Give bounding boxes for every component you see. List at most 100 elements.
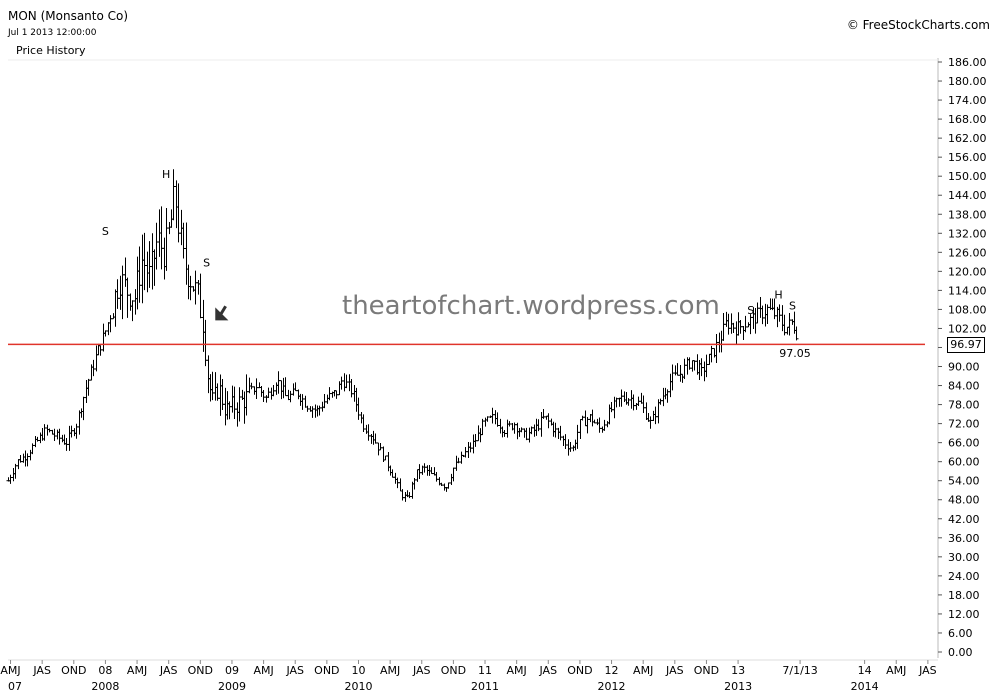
ohlc-bar <box>223 387 228 426</box>
ohlc-bar <box>388 465 393 476</box>
x-tick-label: 10 <box>351 664 365 677</box>
ohlc-bar <box>670 364 675 391</box>
y-tick-label: 180.00 <box>948 75 987 88</box>
ohlc-bar <box>451 467 456 482</box>
ohlc-bar <box>283 377 288 397</box>
chart-datetime: Jul 1 2013 12:00:00 <box>8 28 97 38</box>
ohlc-bar <box>607 404 612 425</box>
y-tick-label: 108.00 <box>948 303 987 316</box>
x-tick-label: AMJ <box>507 664 527 677</box>
ohlc-bar <box>101 323 106 352</box>
ohlc-bar <box>682 358 687 379</box>
ohlc-bar <box>631 394 636 411</box>
ohlc-bar <box>249 382 254 390</box>
x-tick-label: AMJ <box>633 664 653 677</box>
ohlc-bar <box>704 354 709 378</box>
ohlc-bar <box>111 313 116 320</box>
ohlc-bar <box>118 275 123 310</box>
ohlc-bar <box>515 422 520 440</box>
ohlc-bar <box>794 326 799 341</box>
y-tick-label: 6.00 <box>948 627 973 640</box>
x-tick-label: JAS <box>159 664 178 677</box>
chart-title: MON (Monsanto Co) <box>8 9 129 23</box>
y-tick-label: 78.00 <box>948 399 980 412</box>
ohlc-bar <box>254 378 259 400</box>
ohlc-bar <box>551 421 556 437</box>
ohlc-bar <box>427 464 432 476</box>
ohlc-bar <box>763 303 768 327</box>
ohlc-bar <box>432 467 437 476</box>
ohlc-bar <box>232 386 237 420</box>
watermark-text: theartofchart.wordpress.com <box>342 291 720 321</box>
ohlc-bar <box>356 397 361 420</box>
x-tick-label: AMJ <box>253 664 273 677</box>
annotation-label: S <box>102 225 109 238</box>
x-tick-label: AMJ <box>886 664 906 677</box>
ohlc-bar <box>303 395 308 408</box>
ohlc-bar <box>675 363 680 376</box>
ohlc-bar <box>668 373 673 398</box>
ohlc-bar <box>137 246 142 303</box>
ohlc-bar <box>133 289 138 315</box>
ohlc-bar <box>55 429 60 440</box>
ohlc-bar <box>313 404 318 418</box>
x-tick-label: 09 <box>225 664 239 677</box>
x-tick-label: OND <box>441 664 466 677</box>
ohlc-bar <box>371 430 376 445</box>
ohlc-bar <box>279 380 284 400</box>
ohlc-bar <box>317 405 322 416</box>
ohlc-bar <box>644 402 649 420</box>
ohlc-bar <box>140 234 145 304</box>
ohlc-bar <box>310 406 315 418</box>
y-tick-label: 132.00 <box>948 227 987 240</box>
ohlc-bar <box>369 433 374 444</box>
x-tick-label: 7/1/13 <box>782 664 817 677</box>
y-tick-label: 0.00 <box>948 646 973 659</box>
ohlc-bar <box>449 473 454 485</box>
y-tick-label: 84.00 <box>948 380 980 393</box>
ohlc-bar <box>400 489 405 501</box>
ohlc-bar <box>179 209 184 246</box>
ohlc-bar <box>69 425 74 438</box>
ohlc-bar <box>218 374 223 416</box>
y-tick-label: 174.00 <box>948 94 987 107</box>
ohlc-bar <box>108 315 113 333</box>
y-tick-label: 12.00 <box>948 608 980 621</box>
ohlc-bar <box>72 428 77 437</box>
ohlc-bar <box>575 424 580 449</box>
ohlc-bar <box>57 428 62 445</box>
ohlc-bar <box>286 389 291 401</box>
ohlc-bar <box>42 424 47 441</box>
ohlc-bar <box>580 415 585 421</box>
ohlc-bar <box>490 407 495 424</box>
panel-label: Price History <box>16 44 86 57</box>
ohlc-bar <box>673 365 678 376</box>
ohlc-bar <box>403 491 408 502</box>
ohlc-bar <box>493 410 498 425</box>
ohlc-bar <box>605 421 610 428</box>
y-tick-label: 36.00 <box>948 532 980 545</box>
annotation-label: S <box>203 257 210 270</box>
ohlc-bar <box>181 222 186 259</box>
ohlc-bar <box>422 463 427 473</box>
ohlc-bar <box>274 382 279 395</box>
ohlc-bar <box>583 410 588 427</box>
ohlc-bar <box>81 396 86 421</box>
y-axis: 0.00 6.00 12.00 18.00 24.00 30.00 36.00 42.00 48… <box>938 56 987 659</box>
ohlc-bar <box>393 472 398 484</box>
annotation-label: 97.05 <box>779 347 811 360</box>
ohlc-bar <box>252 386 257 395</box>
ohlc-bar <box>62 434 67 445</box>
ohlc-bar <box>135 256 140 310</box>
x-year-label: 2013 <box>724 680 752 693</box>
ohlc-bar <box>142 232 147 291</box>
ohlc-bar <box>539 411 544 437</box>
ohlc-bar <box>259 385 264 397</box>
ohlc-bar <box>344 374 349 389</box>
x-year-label: 2014 <box>851 680 879 693</box>
ohlc-bar <box>352 385 357 402</box>
x-tick-label: JAS <box>285 664 304 677</box>
ohlc-bar <box>84 379 89 403</box>
ohlc-bar <box>386 451 391 472</box>
x-year-label: 2009 <box>218 680 246 693</box>
